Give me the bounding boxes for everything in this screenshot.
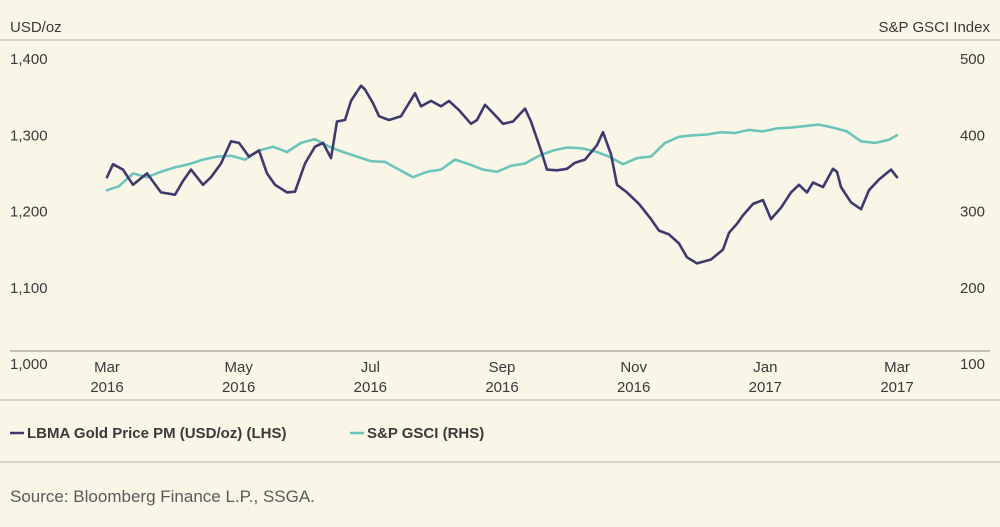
left-tick-label: 1,100 <box>10 280 48 297</box>
x-tick-year: 2016 <box>617 379 650 396</box>
x-tick-month: Sep <box>489 359 516 376</box>
x-tick-year: 2016 <box>90 379 123 396</box>
x-axis-ticks: Mar 2016 May 2016 Jul 2016 Sep 2016 Nov 2016 Jan 20… <box>90 359 913 396</box>
x-tick-month: Nov <box>620 359 647 376</box>
x-tick-month: May <box>224 359 253 376</box>
left-axis-ticks: 1,400 1,300 1,200 1,100 1,000 <box>10 51 48 373</box>
legend-item-gold: LBMA Gold Price PM (USD/oz) (LHS) <box>10 425 286 442</box>
right-tick-label: 300 <box>960 204 985 221</box>
source-note: Source: Bloomberg Finance L.P., SSGA. <box>10 487 315 506</box>
x-tick-year: 2016 <box>222 379 255 396</box>
left-tick-label: 1,200 <box>10 204 48 221</box>
left-axis-label: USD/oz <box>10 19 62 36</box>
x-tick-year: 2017 <box>749 379 782 396</box>
right-tick-label: 100 <box>960 356 985 373</box>
series-lines <box>105 84 899 265</box>
legend-label-gold: LBMA Gold Price PM (USD/oz) (LHS) <box>27 425 286 442</box>
legend: LBMA Gold Price PM (USD/oz) (LHS) S&P GS… <box>10 425 484 442</box>
x-tick-year: 2017 <box>880 379 913 396</box>
left-tick-label: 1,000 <box>10 356 48 373</box>
right-axis-ticks: 500 400 300 200 100 <box>960 51 985 373</box>
legend-label-gsci: S&P GSCI (RHS) <box>367 425 484 442</box>
legend-item-gsci: S&P GSCI (RHS) <box>350 425 484 442</box>
right-tick-label: 500 <box>960 51 985 68</box>
left-tick-label: 1,400 <box>10 51 48 68</box>
right-tick-label: 200 <box>960 280 985 297</box>
gold-price-line <box>105 84 899 265</box>
right-axis-label: S&P GSCI Index <box>879 19 991 36</box>
x-tick-month: Mar <box>884 359 910 376</box>
x-tick-month: Jul <box>361 359 380 376</box>
gsci-line <box>105 123 899 192</box>
right-tick-label: 400 <box>960 127 985 144</box>
x-tick-year: 2016 <box>354 379 387 396</box>
x-tick-year: 2016 <box>485 379 518 396</box>
x-tick-month: Jan <box>753 359 777 376</box>
x-tick-month: Mar <box>94 359 120 376</box>
left-tick-label: 1,300 <box>10 127 48 144</box>
